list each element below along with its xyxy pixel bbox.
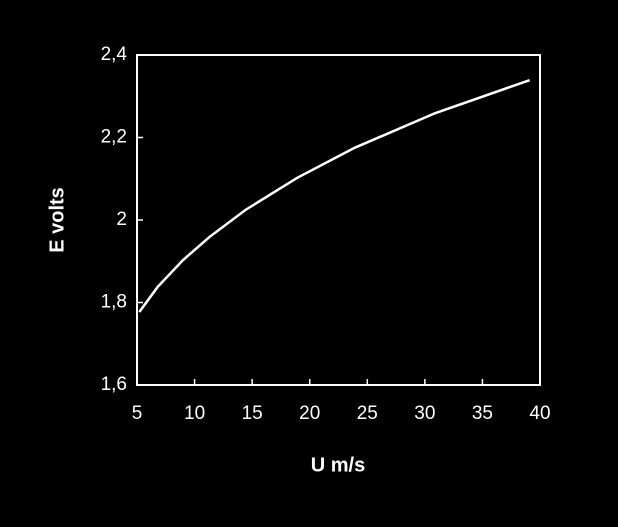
x-tick-label: 20 [299,403,320,424]
y-tick-label: 1,8 [101,292,127,313]
y-tick-label: 2,4 [101,44,128,65]
plot-frame [136,54,541,386]
x-axis-title: U m/s [311,454,365,476]
x-tick-label: 5 [132,403,143,424]
x-tick-label: 15 [242,403,263,424]
x-tick-label: 35 [472,403,493,424]
data-line [138,78,531,313]
x-tick-label: 30 [414,403,435,424]
x-tick-label: 10 [184,403,205,424]
y-tick-label: 2 [116,209,127,230]
y-axis-title: E volts [46,187,68,253]
x-tick-label: 25 [357,403,378,424]
x-tick-label: 40 [529,403,550,424]
y-tick-label: 2,2 [101,127,127,148]
y-tick-label: 1,6 [101,374,127,395]
